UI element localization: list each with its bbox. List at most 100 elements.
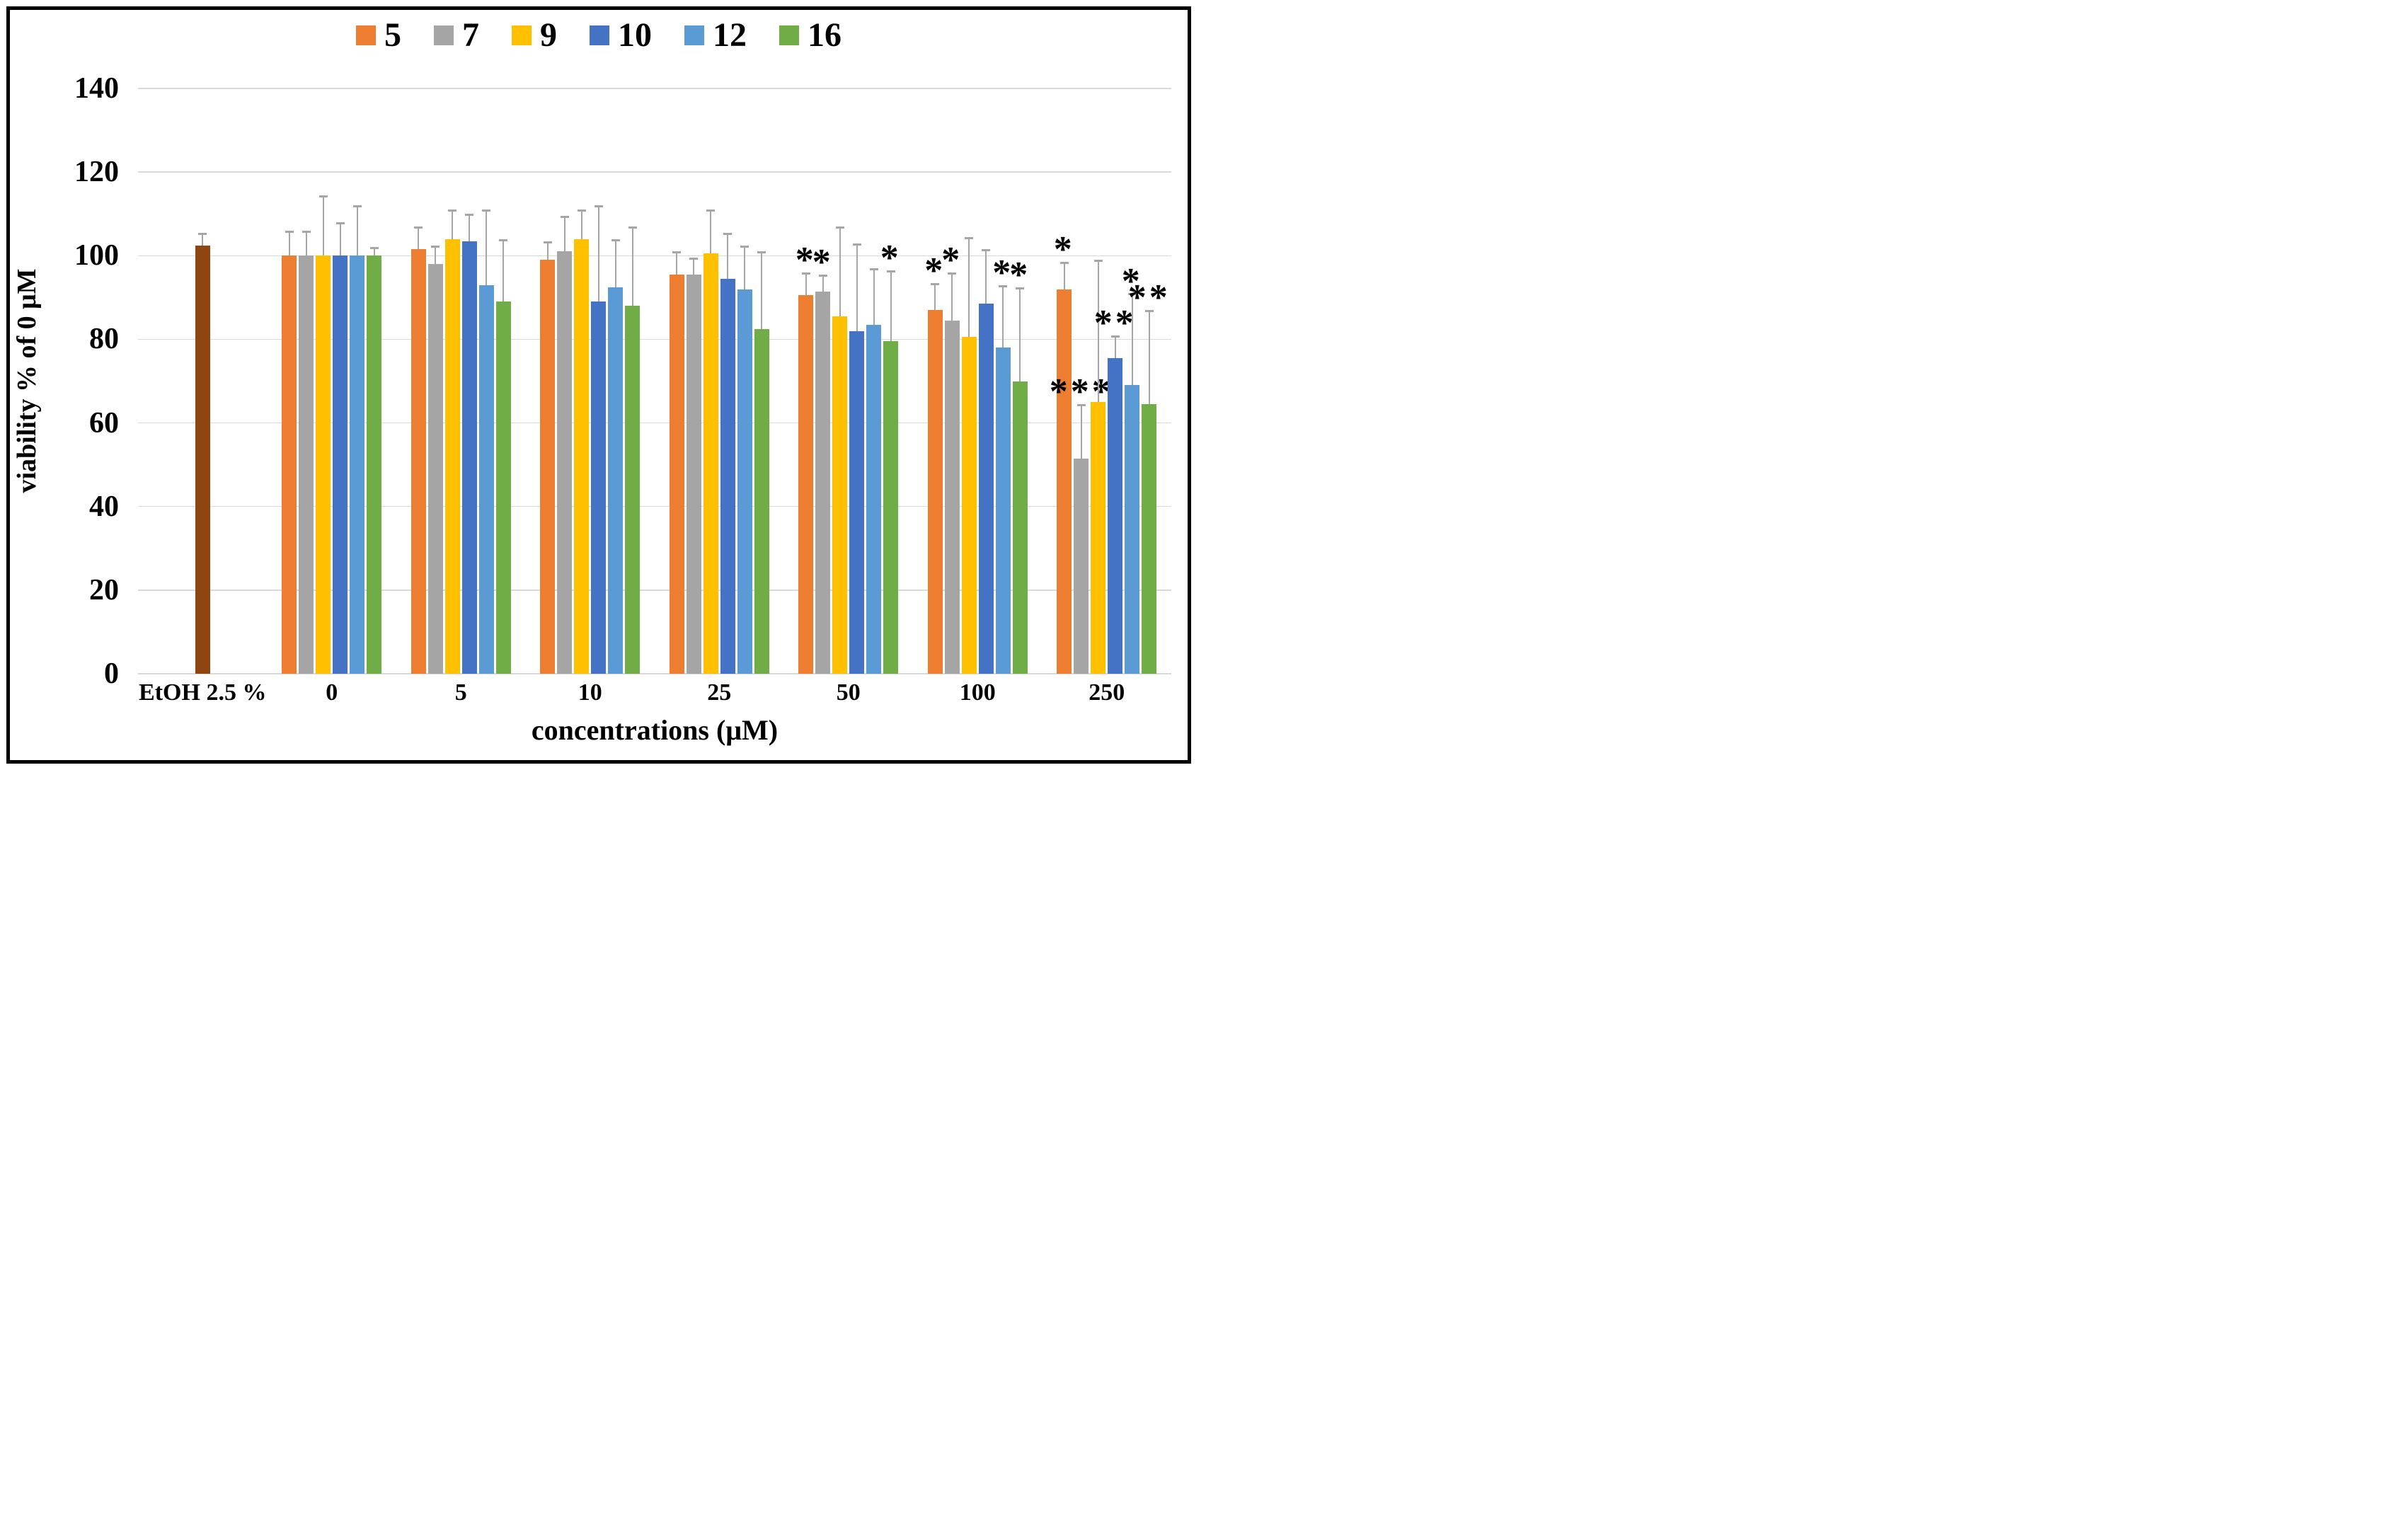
bar-slot-50-9 (832, 226, 848, 674)
error-bar (373, 247, 375, 256)
error-bar (546, 241, 549, 260)
bar-slot-25-7 (686, 258, 701, 674)
bar-group-50: * * * (784, 88, 914, 674)
error-bar-cap (628, 226, 637, 229)
y-axis-title: viability % of 0 μM (12, 268, 42, 493)
gridline-120 (138, 171, 1171, 173)
gridline-80 (138, 338, 1171, 340)
y-tick-label: 120 (74, 156, 119, 189)
y-tick-label: 80 (89, 323, 119, 356)
bar-slot-250-12: * (1122, 263, 1140, 674)
bar-50-7 (815, 291, 831, 674)
bar-slot-25-5 (669, 251, 684, 674)
legend-label: 5 (384, 16, 401, 54)
bar-5-5 (410, 249, 426, 674)
error-bar-cap (335, 222, 345, 225)
error-bar-cap (672, 251, 682, 254)
bar-50-16 (883, 341, 899, 674)
bar-slot-5-12 (478, 209, 494, 674)
bar-slot-250-16: ** (1128, 280, 1168, 674)
error-bar (305, 230, 307, 256)
error-bar-cap (482, 209, 491, 212)
legend-label: 9 (540, 16, 557, 54)
bar-slot-100-12: * (992, 254, 1011, 674)
significance-label: * (1053, 229, 1075, 270)
bar-slot-50-7: * (812, 243, 831, 674)
error-bar-cap (1093, 260, 1103, 263)
bar-slot-0-16 (367, 247, 382, 674)
error-bar (744, 245, 746, 289)
error-bar (934, 282, 936, 311)
error-bar (322, 195, 324, 256)
error-bar (1002, 285, 1004, 348)
bar-0-12 (350, 255, 365, 674)
bar-25-12 (737, 289, 752, 674)
error-bar (418, 226, 420, 250)
bar-slot-10-16 (625, 226, 641, 674)
bar-slot-25-10 (720, 232, 735, 674)
bar-100-16 (1012, 381, 1028, 674)
error-bar-cap (689, 258, 699, 260)
error-bar (856, 243, 858, 331)
bar-slot-0-9 (316, 195, 331, 674)
bar-slot-50-5: * (796, 242, 814, 674)
error-bar-cap (886, 270, 895, 272)
bar-25-5 (669, 274, 684, 674)
bar-10-7 (557, 251, 573, 674)
error-bar-cap (465, 214, 474, 217)
significance-label: ** (1127, 277, 1171, 318)
error-bar-cap (1110, 335, 1120, 338)
bar-5-12 (478, 285, 494, 674)
bar-slot-EtOH 2.5 %-EtOH (195, 232, 210, 674)
x-axis-title: concentrations (μM) (531, 714, 779, 746)
error-bar (597, 205, 599, 302)
y-tick-label: 60 (89, 406, 119, 439)
error-bar (951, 272, 953, 321)
error-bar-cap (948, 272, 957, 275)
error-bar-cap (352, 205, 362, 208)
error-bar-cap (869, 268, 878, 271)
legend-swatch-12 (684, 25, 704, 45)
error-bar (563, 216, 565, 252)
error-bar-cap (931, 282, 940, 285)
error-bar (676, 251, 678, 275)
error-bar-cap (594, 205, 603, 208)
error-bar (614, 239, 616, 287)
error-bar-cap (965, 236, 974, 239)
gridline-40 (138, 505, 1171, 507)
error-bar-cap (1076, 404, 1086, 407)
bar-10-10 (591, 301, 607, 674)
bar-slot-0-12 (350, 205, 365, 674)
error-bar-cap (318, 195, 328, 197)
bar-slot-50-12 (866, 268, 882, 674)
gridline-60 (138, 422, 1171, 424)
category-label-250: 250 (1089, 679, 1125, 706)
bar-group-250: * *** ** * ** (1043, 88, 1172, 674)
bar-50-9 (832, 316, 848, 674)
error-bar-cap (560, 216, 569, 219)
bar-25-7 (686, 274, 701, 674)
bar-250-10 (1108, 358, 1123, 674)
bar-250-16 (1142, 404, 1157, 674)
error-bar (202, 232, 204, 246)
error-bar-cap (285, 230, 294, 233)
significance-label: *** (1049, 372, 1113, 413)
bar-slot-5-9 (444, 209, 460, 674)
category-label-25: 25 (707, 679, 732, 706)
bar-50-10 (849, 331, 865, 674)
bar-slot-25-9 (703, 209, 718, 674)
error-bar (1019, 287, 1021, 381)
error-bar-cap (543, 241, 552, 243)
error-bar (580, 209, 582, 239)
figure: 5 7 9 10 12 16 * * * * * * * * *** ** * ** concentration… (0, 0, 1198, 770)
legend-label: 7 (462, 16, 479, 54)
error-bar (288, 230, 290, 256)
bar-slot-25-16 (754, 251, 769, 674)
bar-slot-5-16 (495, 239, 511, 674)
error-bar (502, 239, 505, 302)
legend-item-9: 9 (512, 18, 557, 52)
significance-label: ** (1093, 302, 1137, 343)
bar-slot-5-7 (427, 245, 443, 674)
bar-250-12 (1125, 385, 1140, 674)
error-bar-cap (611, 239, 620, 241)
